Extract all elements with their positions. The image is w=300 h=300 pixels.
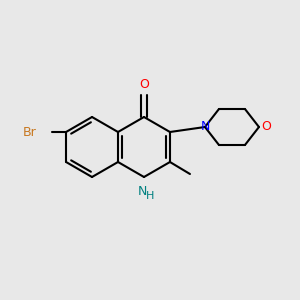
Text: N: N [200,121,210,134]
Text: O: O [139,78,149,91]
Text: N: N [137,185,147,198]
Text: Br: Br [22,125,36,139]
Text: H: H [146,191,154,201]
Text: O: O [261,121,271,134]
